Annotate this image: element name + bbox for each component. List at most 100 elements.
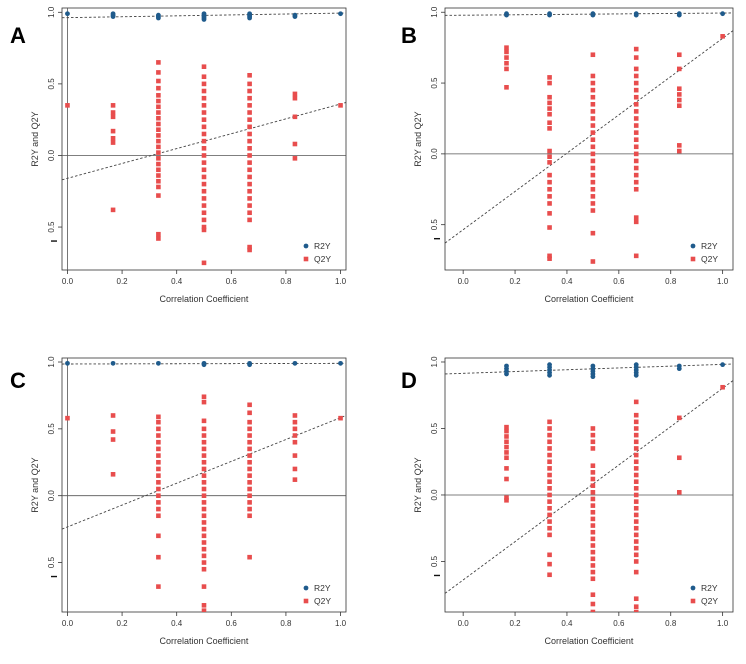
q2y-point — [201, 426, 207, 432]
q2y-point — [156, 115, 161, 121]
data-layer — [445, 11, 733, 264]
q2y-point — [247, 131, 252, 137]
q2y-point — [247, 72, 252, 78]
x-tick-label: 0.8 — [280, 619, 292, 628]
q2y-point — [247, 554, 252, 560]
panel-c: C 0.0 0.2 0.4 0.6 0.8 1.0 1.0 0.5 0.0 0.5 Correlati… — [10, 356, 347, 646]
q2y-point — [201, 160, 207, 165]
q2y-point — [247, 459, 252, 465]
q2y-point — [633, 253, 639, 259]
q2y-point — [156, 500, 161, 505]
r2y-point — [676, 11, 682, 17]
q2y-point — [201, 540, 207, 545]
q2y-point — [247, 117, 252, 122]
q2y-point — [504, 455, 509, 461]
q2y-point — [590, 94, 596, 100]
x-tick-label: 0.6 — [613, 619, 625, 628]
x-tick-label: 0.2 — [509, 619, 521, 628]
q2y-point — [590, 439, 596, 445]
q2y-point — [633, 426, 639, 431]
q2y-point — [547, 160, 552, 165]
x-tick-label: 0.8 — [665, 277, 677, 286]
x-axis-label: Correlation Coefficient — [160, 636, 249, 646]
q2y-point — [110, 128, 116, 134]
q2y-point — [504, 434, 509, 439]
r2y-point — [201, 11, 207, 17]
q2y-point — [547, 552, 552, 558]
q2y-point — [590, 130, 596, 135]
legend-q2y-marker — [303, 598, 309, 604]
q2y-point — [201, 418, 207, 424]
q2y-point — [247, 146, 252, 151]
q2y-point — [633, 412, 639, 418]
q2y-point — [590, 543, 596, 548]
q2y-point — [201, 124, 207, 130]
q2y-point — [201, 399, 207, 405]
q2y-point — [504, 45, 509, 50]
plot-frame — [61, 7, 347, 271]
q2y-point — [633, 479, 639, 484]
y-tick-label: 0.5 — [47, 423, 56, 435]
q2y-point — [504, 466, 509, 471]
q2y-trend-line — [62, 415, 346, 530]
q2y-point — [156, 178, 161, 184]
q2y-point — [590, 73, 596, 79]
q2y-point — [247, 81, 252, 87]
x-axis-label: Correlation Coefficient — [545, 636, 634, 646]
r2y-point — [504, 11, 509, 17]
q2y-point — [156, 486, 161, 492]
q2y-point — [247, 506, 252, 512]
r2y-point — [338, 11, 343, 17]
q2y-point — [547, 194, 552, 199]
q2y-point — [547, 126, 552, 131]
q2y-point — [201, 217, 207, 223]
q2y-point — [547, 179, 552, 185]
q2y-point — [156, 473, 161, 478]
r2y-point — [676, 363, 682, 369]
q2y-point — [201, 74, 207, 80]
y-tick-label: 1.0 — [47, 6, 56, 18]
data-layer — [445, 362, 733, 612]
q2y-point — [201, 210, 207, 216]
q2y-point — [156, 466, 161, 472]
y-tick-label: 0.0 — [430, 489, 439, 501]
r2y-point — [338, 360, 343, 366]
q2y-point — [676, 143, 682, 148]
q2y-point — [292, 95, 298, 101]
q2y-point — [590, 446, 596, 451]
r2y-point — [201, 360, 207, 366]
q2y-point — [292, 477, 298, 482]
q2y-point — [201, 520, 207, 525]
x-tick-label: 0.0 — [458, 619, 470, 628]
q2y-point — [590, 144, 596, 150]
x-tick-label: 1.0 — [717, 619, 729, 628]
q2y-point — [633, 94, 639, 100]
q2y-point — [156, 144, 161, 150]
q2y-point — [201, 584, 207, 589]
q2y-point — [547, 106, 552, 111]
legend-r2y-marker — [690, 585, 696, 591]
y-axis-label: R2Y and Q2Y — [30, 111, 40, 166]
r2y-point — [155, 360, 161, 366]
q2y-point — [156, 236, 161, 241]
q2y-point — [156, 426, 161, 432]
q2y-point — [590, 529, 596, 535]
x-tick-label: 0.4 — [171, 619, 183, 628]
q2y-point — [504, 55, 509, 60]
legend-r2y-marker — [303, 585, 309, 591]
q2y-point — [547, 154, 552, 160]
q2y-point — [590, 123, 596, 128]
q2y-point — [156, 78, 161, 84]
x-tick-label: 0.8 — [665, 619, 677, 628]
y-tick-label: 0.5 — [47, 78, 56, 90]
q2y-point — [547, 148, 552, 154]
q2y-point — [156, 419, 161, 425]
q2y-point — [633, 165, 639, 171]
r2y-point — [247, 11, 253, 17]
q2y-point — [590, 426, 596, 431]
q2y-point — [201, 546, 207, 552]
r2y-point — [110, 360, 116, 366]
q2y-point — [156, 453, 161, 458]
q2y-point — [156, 121, 161, 127]
